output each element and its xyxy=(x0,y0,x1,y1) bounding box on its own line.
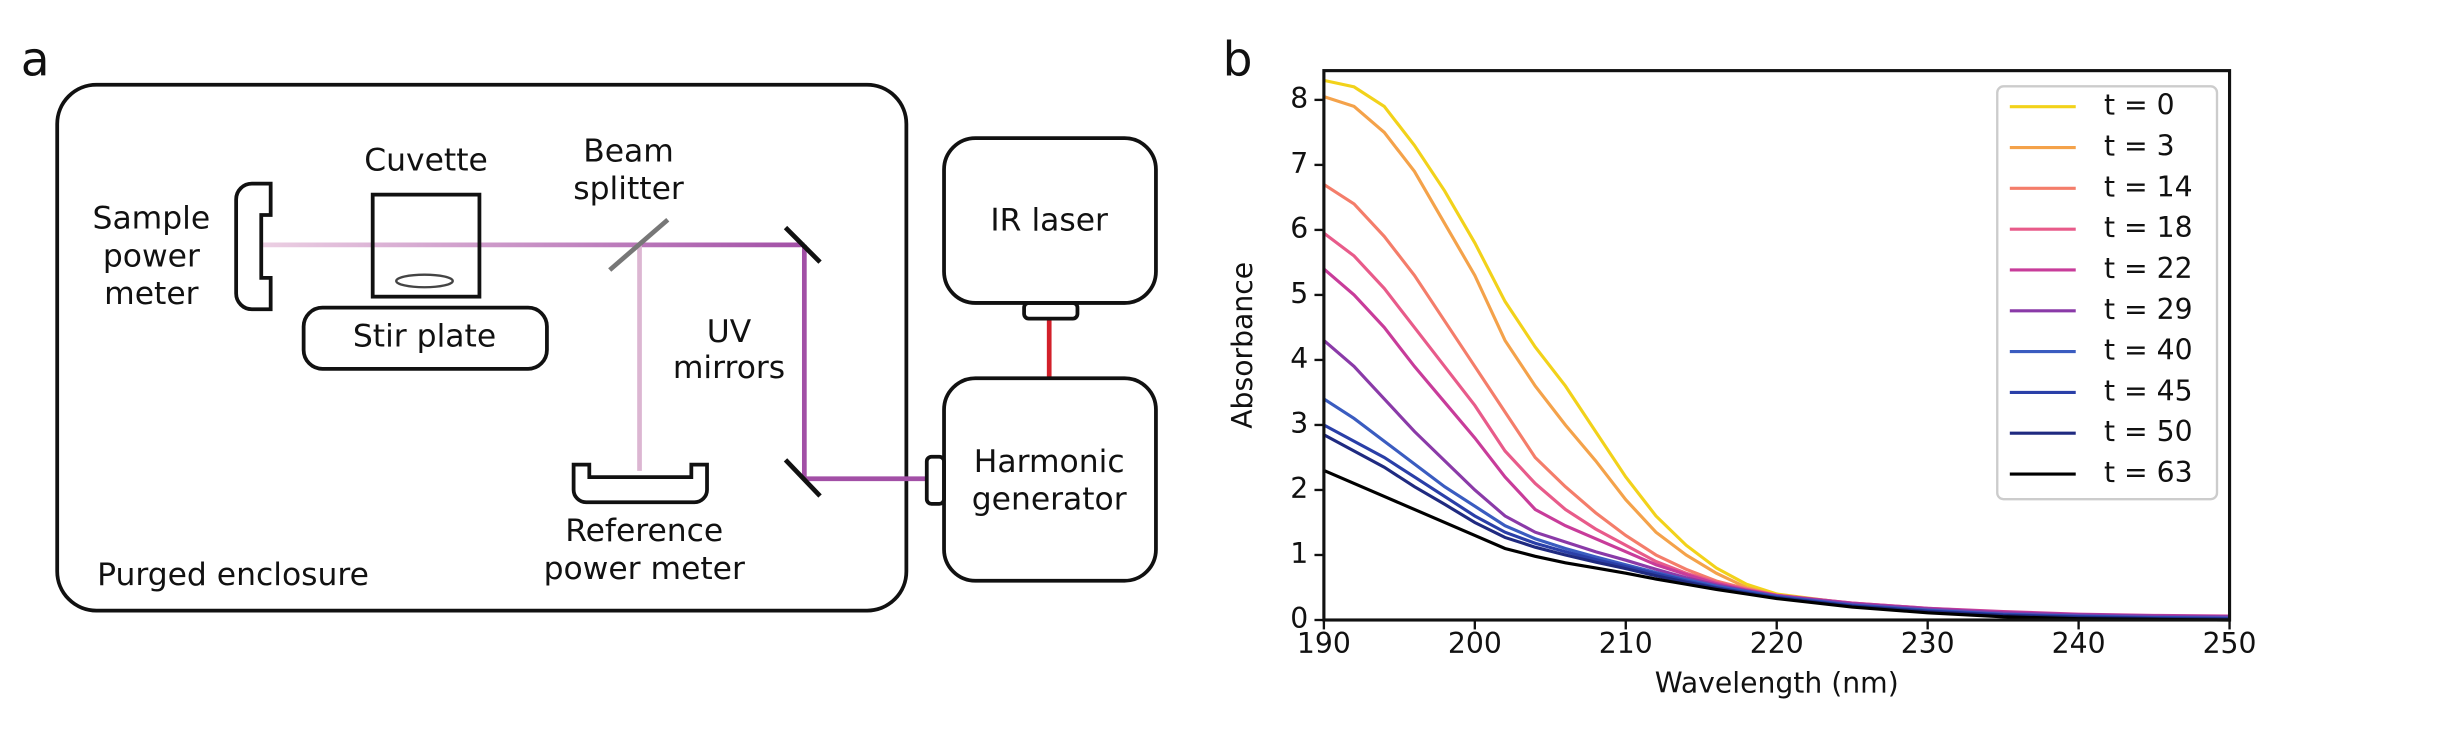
label: meter xyxy=(104,276,198,312)
absorbance-chart: b 190 200 210 220 230 240 250 0 1 2 3 4 5 6 7 8 Wavelengt… xyxy=(1223,32,2257,699)
label: Sample xyxy=(93,201,211,237)
label: Harmonic xyxy=(974,444,1125,480)
label: Stir plate xyxy=(353,318,496,354)
data-line xyxy=(1323,469,2230,622)
label: Purged enclosure xyxy=(97,557,369,593)
x-tick-label: 210 xyxy=(1599,627,1653,660)
x-tick-label: 190 xyxy=(1297,627,1351,660)
label: splitter xyxy=(573,171,684,207)
x-tick-label: 220 xyxy=(1750,627,1804,660)
label: power xyxy=(103,238,200,274)
legend-label: t = 18 xyxy=(2104,211,2193,244)
x-tick-label: 240 xyxy=(2052,627,2106,660)
mirror xyxy=(783,458,822,498)
enclosure xyxy=(55,82,909,613)
x-tick-label: 200 xyxy=(1448,627,1502,660)
label: generator xyxy=(972,482,1127,518)
y-tick-label: 8 xyxy=(1290,82,1308,115)
label: IR laser xyxy=(990,202,1108,238)
label: Cuvette xyxy=(364,143,488,179)
legend-label: t = 63 xyxy=(2104,456,2193,489)
label: power meter xyxy=(544,551,745,587)
legend-label: t = 50 xyxy=(2104,415,2193,448)
legend-label: t = 40 xyxy=(2104,334,2193,367)
reference-power-meter xyxy=(571,462,709,505)
legend-label: t = 14 xyxy=(2104,170,2193,203)
y-axis-label: Absorbance xyxy=(1226,262,1259,429)
label: Reference xyxy=(565,513,723,549)
legend-label: t = 29 xyxy=(2104,293,2193,326)
y-tick-label: 0 xyxy=(1290,602,1308,635)
label: mirrors xyxy=(673,350,785,386)
x-axis-label: Wavelength (nm) xyxy=(1655,666,1899,699)
legend-label: t = 45 xyxy=(2104,374,2193,407)
stir-plate xyxy=(301,305,549,371)
connector xyxy=(924,454,946,506)
legend-label: t = 0 xyxy=(2104,89,2175,122)
stir-bar xyxy=(395,273,454,289)
cuvette xyxy=(370,192,482,299)
x-tick-label: 250 xyxy=(2203,627,2257,660)
x-tick-label: 230 xyxy=(1901,627,1955,660)
connector xyxy=(1022,301,1080,321)
panel-label: a xyxy=(21,32,50,87)
y-tick-label: 6 xyxy=(1290,212,1308,245)
legend-label: t = 3 xyxy=(2104,130,2175,163)
y-tick-label: 5 xyxy=(1290,277,1308,310)
y-tick-label: 2 xyxy=(1290,472,1308,505)
beam-splitter xyxy=(608,217,670,272)
label: Beam xyxy=(583,133,674,169)
y-tick-label: 7 xyxy=(1290,147,1308,180)
mirror xyxy=(783,225,822,264)
sample-power-meter xyxy=(234,181,273,312)
plot-frame xyxy=(1322,69,2232,622)
y-tick-label: 1 xyxy=(1290,537,1308,570)
label: UV xyxy=(707,314,752,350)
legend-label: t = 22 xyxy=(2104,252,2193,285)
setup-diagram: a Cuvette Beam splitter Sample power met… xyxy=(21,32,1158,613)
y-tick-label: 3 xyxy=(1290,407,1308,440)
y-tick-label: 4 xyxy=(1290,342,1308,375)
panel-label: b xyxy=(1223,32,1253,87)
